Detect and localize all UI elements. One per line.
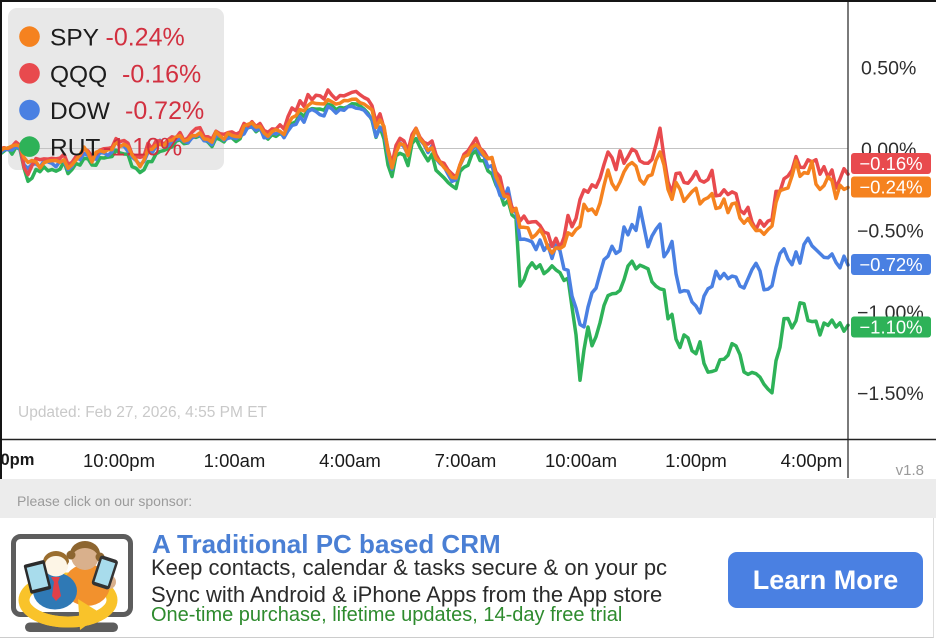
svg-text:10:00am: 10:00am: [545, 450, 617, 471]
svg-text:10:00pm: 10:00pm: [83, 450, 155, 471]
svg-text:Updated: Feb 27, 2026, 4:55 PM: Updated: Feb 27, 2026, 4:55 PM ET: [18, 404, 268, 421]
svg-text:−0.16%: −0.16%: [859, 153, 922, 174]
svg-text:7:00am: 7:00am: [435, 450, 497, 471]
svg-text:4:00pm: 4:00pm: [781, 450, 843, 471]
svg-text:−0.72%: −0.72%: [859, 254, 922, 275]
svg-text:DOW: DOW: [50, 98, 111, 125]
svg-text:1:00am: 1:00am: [204, 450, 266, 471]
svg-text:−1.50%: −1.50%: [857, 383, 924, 405]
svg-text:−0.50%: −0.50%: [857, 221, 924, 243]
svg-text:-1.10%: -1.10%: [103, 134, 182, 162]
svg-text:4:00am: 4:00am: [319, 450, 381, 471]
svg-text:-0.16%: -0.16%: [122, 60, 201, 88]
svg-text:v1.8: v1.8: [896, 462, 924, 479]
svg-text:−0.24%: −0.24%: [859, 177, 922, 198]
svg-text:QQQ: QQQ: [50, 61, 107, 88]
svg-text:0pm: 0pm: [1, 451, 35, 469]
svg-text:-0.24%: -0.24%: [106, 24, 185, 52]
svg-text:−1.10%: −1.10%: [859, 317, 922, 338]
svg-text:SPY: SPY: [50, 25, 99, 52]
svg-text:0.50%: 0.50%: [861, 58, 916, 80]
svg-text:RUT: RUT: [50, 135, 100, 162]
svg-text:-0.72%: -0.72%: [125, 97, 204, 125]
svg-text:1:00pm: 1:00pm: [665, 450, 727, 471]
